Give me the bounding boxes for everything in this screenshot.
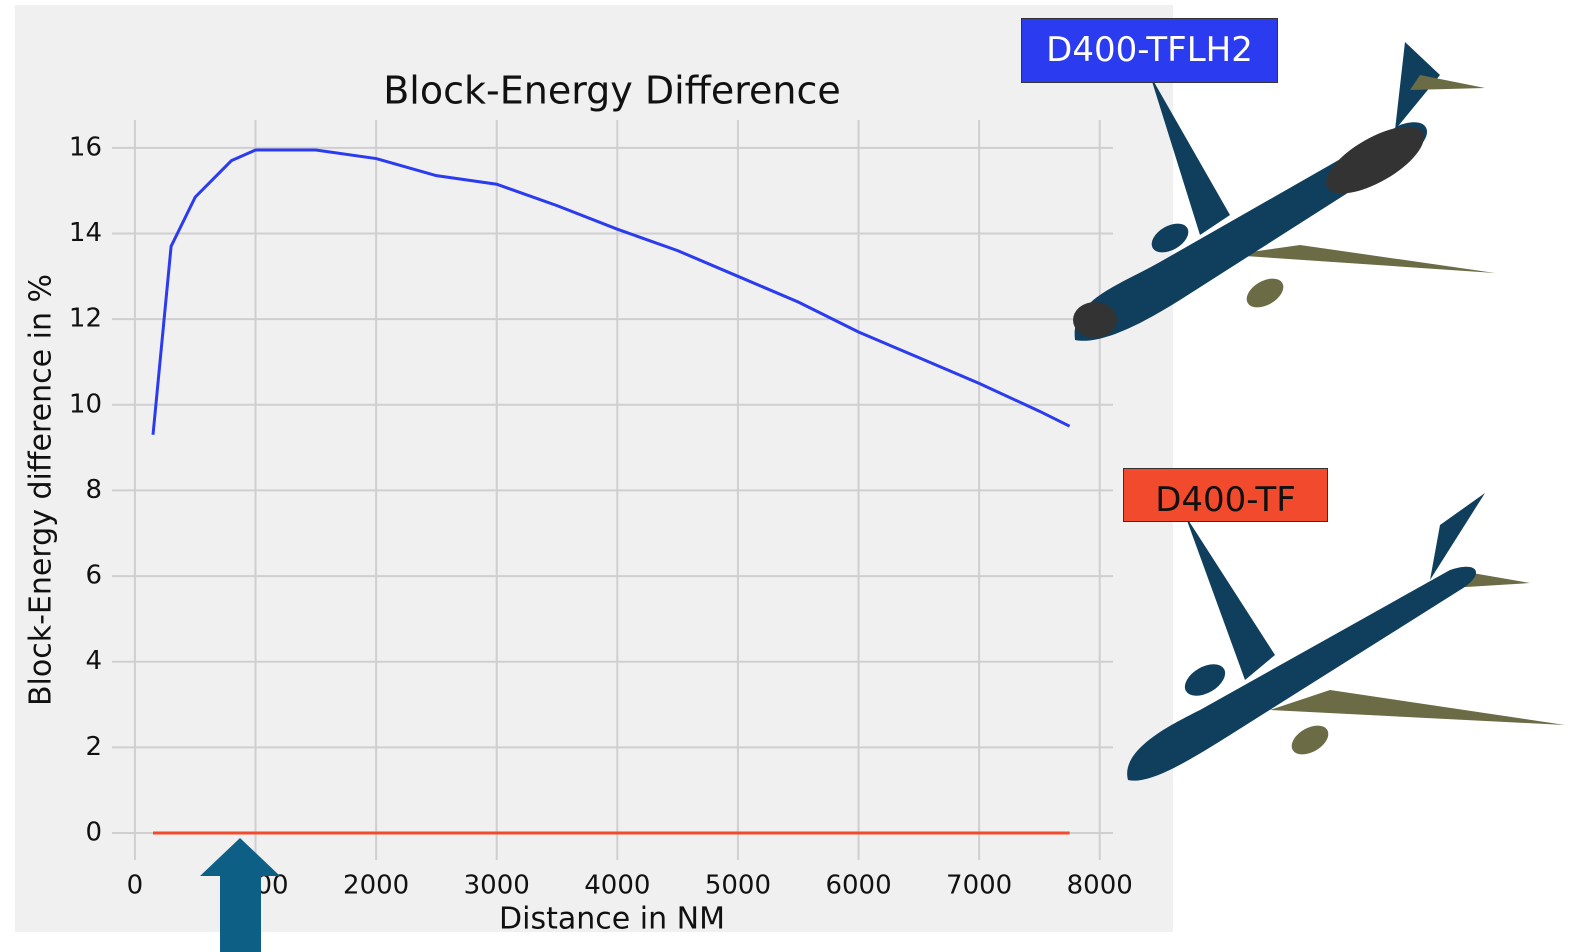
y-tick-label: 2 bbox=[85, 732, 102, 762]
x-tick-label: 0 bbox=[127, 871, 144, 901]
y-tick-label: 10 bbox=[69, 389, 102, 419]
y-tick-label: 8 bbox=[85, 475, 102, 505]
y-axis-label: Block-Energy difference in % bbox=[24, 274, 59, 706]
y-tick-label: 0 bbox=[85, 818, 102, 848]
arrow bbox=[200, 838, 280, 952]
y-tick-label: 14 bbox=[69, 218, 102, 248]
x-tick-label: 3000 bbox=[464, 871, 530, 901]
chart-title: Block-Energy Difference bbox=[383, 69, 841, 113]
x-tick-label: 8000 bbox=[1067, 871, 1133, 901]
legend-entry: D400-TF bbox=[1123, 468, 1328, 522]
y-tick-label: 12 bbox=[69, 304, 102, 334]
legend-entry: D400-TFLH2 bbox=[1021, 18, 1278, 83]
x-tick-label: 6000 bbox=[825, 871, 891, 901]
chart-background bbox=[15, 5, 1173, 932]
y-tick-label: 4 bbox=[85, 646, 102, 676]
x-tick-label: 7000 bbox=[946, 871, 1012, 901]
x-tick-label: 5000 bbox=[705, 871, 771, 901]
data-line bbox=[151, 148, 1071, 435]
y-tick-label: 16 bbox=[69, 132, 102, 162]
airplane-illustration bbox=[1073, 42, 1495, 341]
x-tick-label: 2000 bbox=[343, 871, 409, 901]
y-tick-label: 6 bbox=[85, 561, 102, 591]
airplane-illustration bbox=[1127, 493, 1565, 781]
x-axis-label: Distance in NM bbox=[499, 902, 725, 937]
x-tick-label: 4000 bbox=[584, 871, 650, 901]
